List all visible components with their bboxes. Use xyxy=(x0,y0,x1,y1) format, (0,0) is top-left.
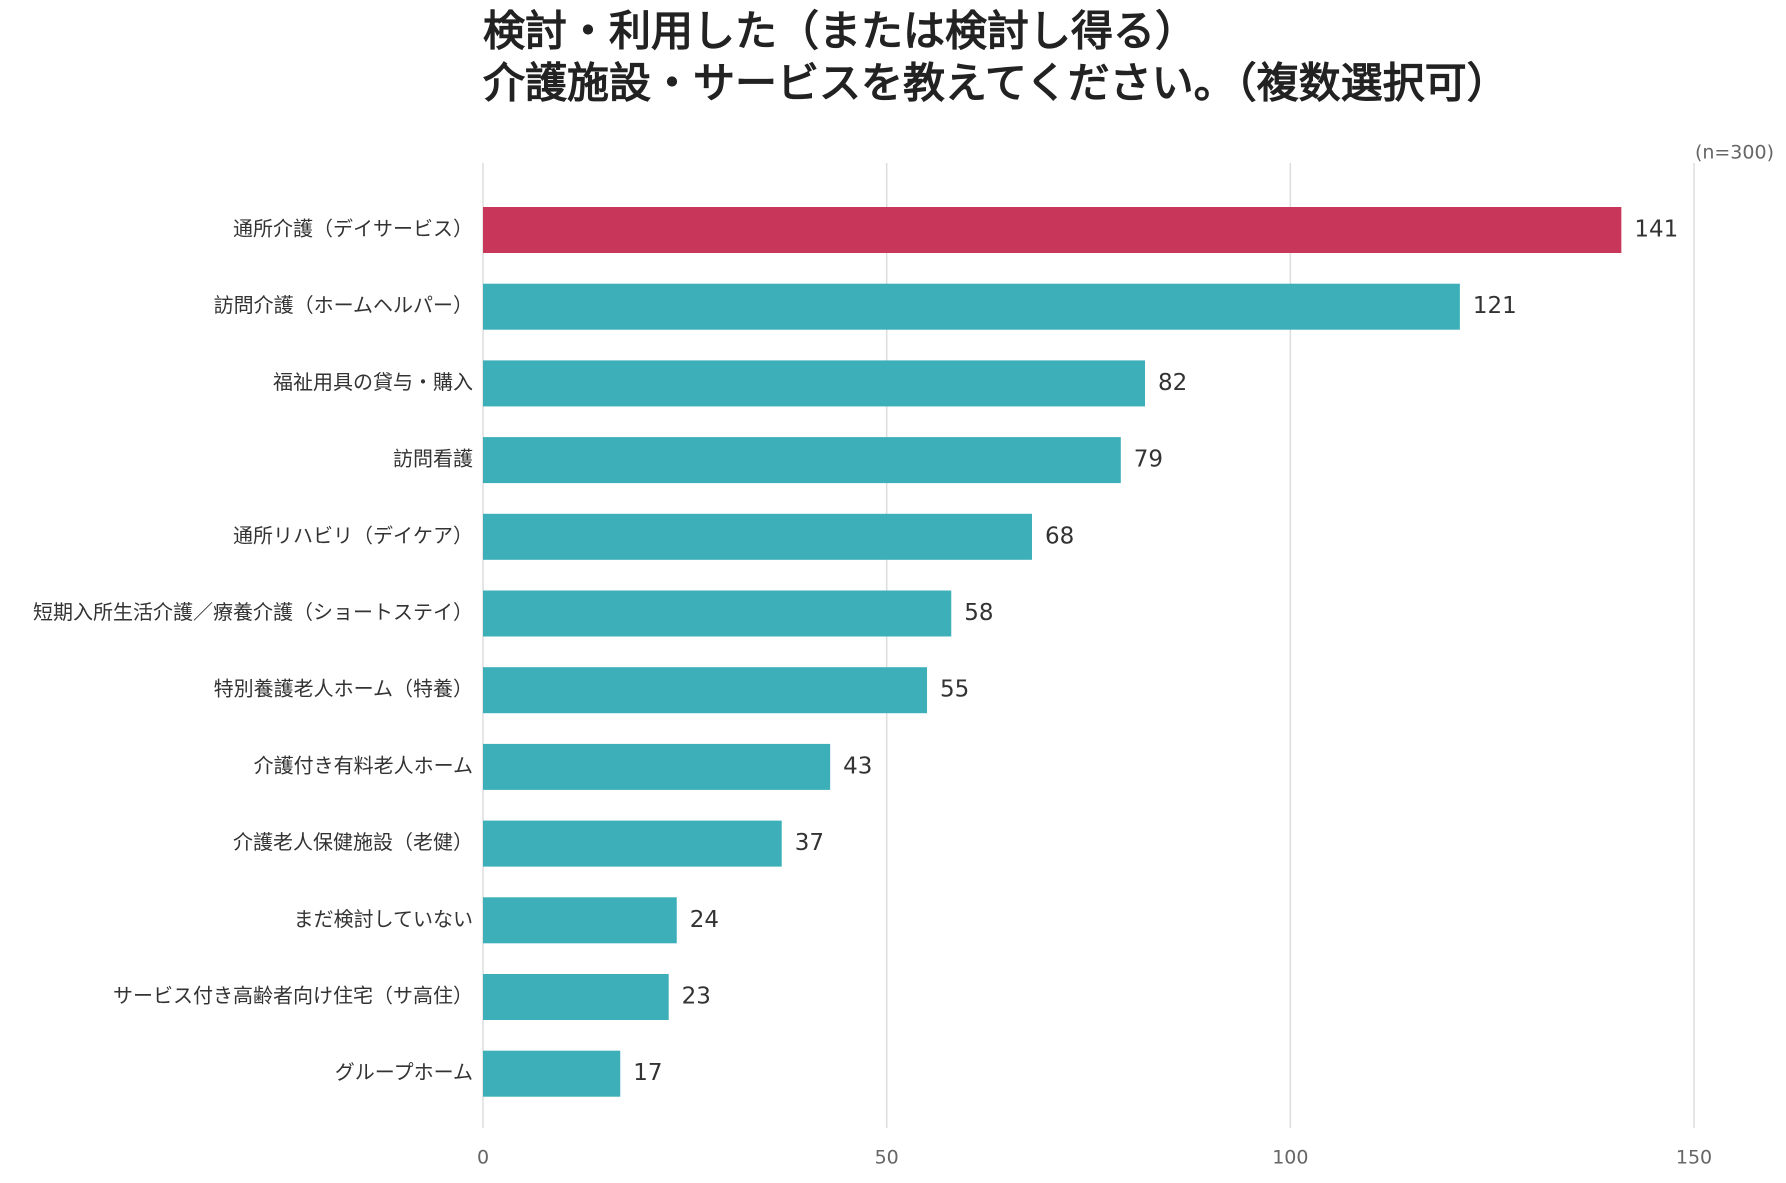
value-label: 17 xyxy=(633,1060,662,1086)
value-label: 79 xyxy=(1134,447,1163,473)
bar xyxy=(483,820,782,867)
bar xyxy=(483,283,1460,330)
value-label: 58 xyxy=(964,600,993,626)
y-tick-label: 特別養護老人ホーム（特養） xyxy=(214,677,473,701)
value-label: 55 xyxy=(940,677,969,703)
bar xyxy=(483,743,831,790)
y-tick-label: まだ検討していない xyxy=(294,907,473,931)
bar xyxy=(483,590,952,637)
bar xyxy=(483,360,1146,407)
y-tick-label: 介護老人保健施設（老健） xyxy=(233,830,473,854)
annotation: (n=300) xyxy=(1695,142,1774,164)
y-tick-label: 訪問看護 xyxy=(393,447,473,471)
value-label: 121 xyxy=(1473,293,1517,319)
value-label: 24 xyxy=(690,907,719,933)
value-label: 141 xyxy=(1634,217,1678,243)
bar xyxy=(483,207,1622,253)
value-label: 23 xyxy=(682,984,711,1010)
y-tick-label: 通所介護（デイサービス） xyxy=(233,217,473,241)
bar xyxy=(483,974,669,1020)
y-tick-label: サービス付き高齢者向け住宅（サ高住） xyxy=(113,984,473,1008)
value-label: 82 xyxy=(1158,370,1187,396)
bar xyxy=(483,667,928,714)
chart-title: 介護施設・サービスを教えてください。（複数選択可） xyxy=(483,59,1509,108)
y-tick-label: 訪問介護（ホームヘルパー） xyxy=(214,293,473,317)
x-tick-label: 150 xyxy=(1676,1147,1712,1169)
bar xyxy=(483,437,1121,484)
y-tick-label: 短期入所生活介護／療養介護（ショートステイ） xyxy=(33,600,473,624)
bar xyxy=(483,1050,621,1097)
y-tick-label: 通所リハビリ（デイケア） xyxy=(233,523,473,547)
chart-title: 検討・利用した（または検討し得る） xyxy=(483,7,1197,56)
value-label: 37 xyxy=(795,830,824,856)
bar xyxy=(483,897,677,944)
y-tick-label: 福祉用具の貸与・購入 xyxy=(273,370,473,394)
x-tick-label: 0 xyxy=(477,1147,489,1169)
value-label: 68 xyxy=(1045,523,1074,549)
y-tick-label: 介護付き有料老人ホーム xyxy=(254,753,473,777)
x-tick-label: 50 xyxy=(875,1147,899,1169)
bar xyxy=(483,513,1032,560)
y-tick-label: グループホーム xyxy=(335,1060,473,1084)
value-label: 43 xyxy=(843,753,872,779)
x-tick-label: 100 xyxy=(1272,1147,1308,1169)
